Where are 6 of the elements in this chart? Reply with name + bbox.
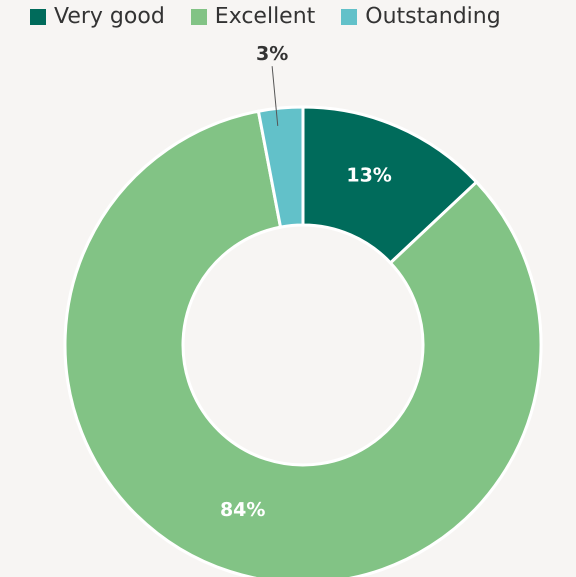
data-label: 84%: [220, 499, 266, 522]
legend-label: Excellent: [214, 4, 316, 29]
legend-label: Very good: [54, 4, 165, 29]
data-label: 3%: [256, 43, 288, 66]
legend-label: Outstanding: [365, 4, 501, 29]
data-label: 13%: [346, 164, 392, 187]
